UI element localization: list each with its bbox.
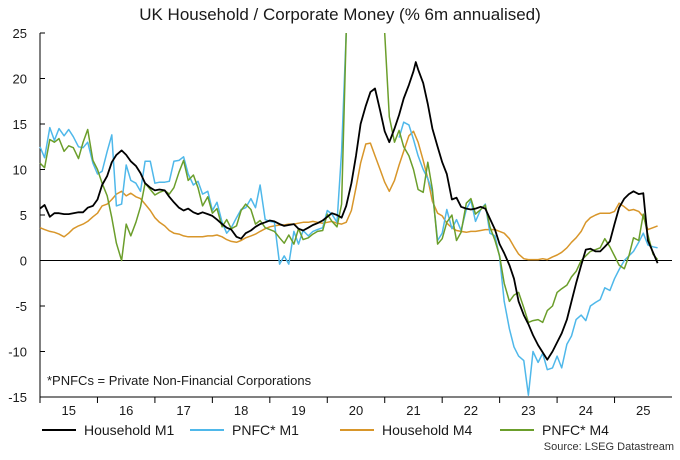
x-tick-label: 21: [406, 403, 420, 418]
x-tick-label: 19: [291, 403, 305, 418]
x-tick-label: 24: [579, 403, 593, 418]
series-line-household-m1: [39, 61, 659, 361]
y-tick-label: 25: [13, 26, 27, 41]
x-tick-label: 20: [349, 403, 363, 418]
series-line-pnfc-m4: [39, 32, 347, 262]
series-line-pnfc-m1: [39, 32, 347, 265]
series-line-household-m4: [39, 130, 658, 261]
y-tick-label: 15: [13, 117, 27, 132]
footnote: *PNFCs = Private Non-Financial Corporati…: [47, 373, 312, 388]
x-tick-label: 23: [521, 403, 535, 418]
x-tick-label: 16: [119, 403, 133, 418]
series-lines: [39, 32, 659, 396]
series-line-pnfc-m4: [383, 32, 659, 324]
y-tick-label: 20: [13, 72, 27, 87]
y-tick-label: 10: [13, 163, 27, 178]
x-tick-label: 15: [61, 403, 75, 418]
axes: -15 -10 -5 0 5 10 15 20 25 15 16 17 18 19 20 21 22 23 24 25: [8, 26, 672, 418]
legend-label-pnfc-m1: PNFC* M1: [232, 422, 299, 438]
series-line-pnfc-m1: [398, 121, 658, 396]
legend-label-pnfc-m4: PNFC* M4: [542, 422, 609, 438]
y-tick-label: 0: [20, 254, 27, 269]
x-tick-label: 25: [636, 403, 650, 418]
source-note: Source: LSEG Datastream: [544, 441, 674, 453]
y-tick-label: -5: [15, 299, 27, 314]
x-tick-label: 22: [464, 403, 478, 418]
y-tick-label: -10: [8, 345, 27, 360]
legend-label-household-m1: Household M1: [84, 422, 174, 438]
legend: Household M1 PNFC* M1 Household M4 PNFC* M4: [42, 422, 609, 438]
x-tick-label: 17: [176, 403, 190, 418]
chart-title: UK Household / Corporate Money (% 6m ann…: [139, 5, 541, 24]
y-tick-label: 5: [20, 208, 27, 223]
x-tick-label: 18: [234, 403, 248, 418]
legend-label-household-m4: Household M4: [382, 422, 472, 438]
y-tick-label: -15: [8, 390, 27, 405]
